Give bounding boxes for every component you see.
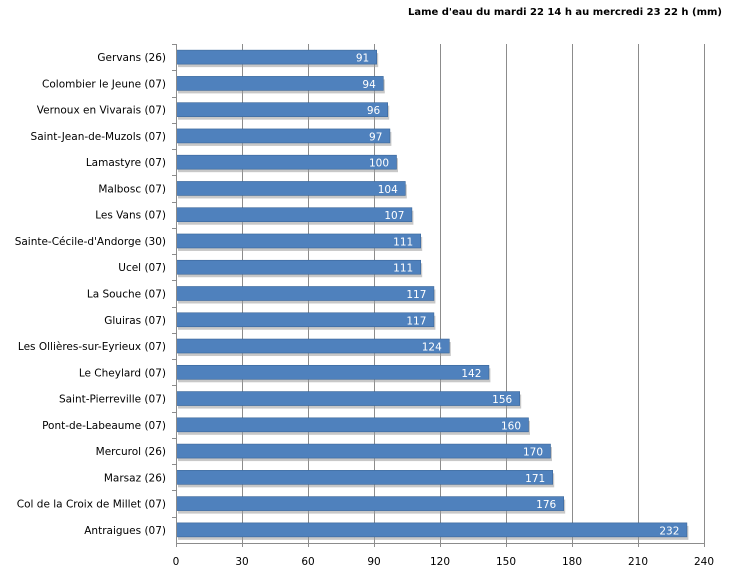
data-label: 117 <box>406 315 426 327</box>
category-label: Colombier le Jeune (07) <box>42 78 166 90</box>
data-label: 100 <box>369 158 389 170</box>
x-tick-label: 150 <box>496 556 516 568</box>
data-label: 104 <box>378 184 398 196</box>
category-label: Ucel (07) <box>118 262 166 274</box>
bar <box>176 391 521 406</box>
data-label: 107 <box>384 210 404 222</box>
data-label: 176 <box>536 499 556 511</box>
data-label: 94 <box>362 79 376 91</box>
data-labels: 91 94 96 97 100 104 107 111 111 117 117 124 142 156 16… <box>356 53 680 538</box>
data-label: 97 <box>369 131 382 143</box>
x-tick-label: 30 <box>235 556 248 568</box>
chart-title: Lame d'eau du mardi 22 14 h au mercredi … <box>408 7 722 18</box>
bars <box>176 49 689 540</box>
x-tick-label: 120 <box>430 556 450 568</box>
category-label: Gluiras (07) <box>104 315 166 327</box>
bar <box>176 496 565 511</box>
category-label: Saint-Pierreville (07) <box>59 394 166 406</box>
data-label: 170 <box>523 447 543 459</box>
category-label: Marsaz (26) <box>104 472 166 484</box>
axes <box>172 44 705 547</box>
category-label: Vernoux en Vivarais (07) <box>37 105 166 117</box>
category-label: Les Vans (07) <box>95 210 166 222</box>
category-label: Les Ollières-sur-Eyrieux (07) <box>18 341 166 353</box>
data-label: 96 <box>367 105 381 117</box>
bar <box>176 181 406 196</box>
category-label: Mercurol (26) <box>96 446 166 458</box>
x-tick-label: 240 <box>694 556 714 568</box>
bar <box>176 76 384 91</box>
bar <box>176 259 421 275</box>
data-label: 142 <box>461 368 481 380</box>
data-label: 156 <box>492 394 512 406</box>
x-tick-label: 0 <box>173 556 180 568</box>
bar <box>176 102 388 117</box>
category-label: Le Cheylard (07) <box>79 367 166 379</box>
data-label: 124 <box>422 342 442 354</box>
bar <box>176 522 688 538</box>
data-label: 111 <box>393 236 413 248</box>
bar <box>176 443 551 459</box>
category-label: Pont-de-Labeaume (07) <box>42 420 166 432</box>
category-label: Saint-Jean-de-Muzols (07) <box>31 131 166 143</box>
category-label: Lamastyre (07) <box>86 157 166 169</box>
x-tick-label: 180 <box>562 556 582 568</box>
bar <box>176 49 377 65</box>
category-label: Col de la Croix de Millet (07) <box>17 499 166 511</box>
data-label: 117 <box>406 289 426 301</box>
bar <box>176 470 554 485</box>
x-tick-label: 210 <box>628 556 648 568</box>
x-tick-label: 60 <box>301 556 314 568</box>
data-label: 232 <box>659 525 679 537</box>
bar <box>176 207 413 223</box>
bar <box>176 312 435 328</box>
bar <box>176 364 490 380</box>
category-label: Antraigues (07) <box>84 525 166 537</box>
x-tick-labels: 0 30 60 90 120 150 180 210 240 <box>173 556 714 568</box>
bar <box>176 417 529 433</box>
bar <box>176 338 450 354</box>
data-label: 171 <box>525 473 545 485</box>
x-tick-label: 90 <box>367 556 380 568</box>
category-label: Sainte-Cécile-d'Andorge (30) <box>15 236 166 248</box>
bar <box>176 128 391 144</box>
category-label: Gervans (26) <box>97 52 166 64</box>
data-label: 160 <box>501 420 521 432</box>
bar <box>176 154 397 170</box>
data-label: 91 <box>356 53 369 65</box>
bar <box>176 286 435 301</box>
data-label: 111 <box>393 263 413 275</box>
bar <box>176 233 421 249</box>
category-labels: Gervans (26) Colombier le Jeune (07) Verno… <box>15 52 166 537</box>
category-label: La Souche (07) <box>87 289 166 301</box>
category-label: Malbosc (07) <box>98 183 166 195</box>
